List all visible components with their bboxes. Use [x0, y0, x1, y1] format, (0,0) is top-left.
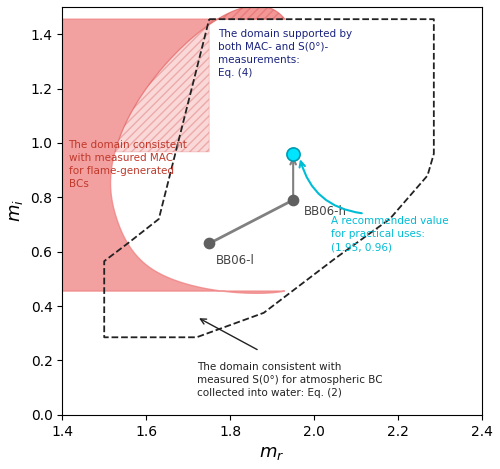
X-axis label: $m_r$: $m_r$: [260, 444, 285, 462]
Y-axis label: $m_i$: $m_i$: [7, 199, 25, 222]
Polygon shape: [115, 6, 285, 152]
Text: BB06-l: BB06-l: [216, 254, 254, 267]
Point: [289, 150, 297, 158]
Point: [205, 240, 213, 247]
Text: The domain consistent
with measured MAC
for flame-generated
BCs: The domain consistent with measured MAC …: [68, 140, 188, 189]
Point: [289, 196, 297, 204]
Text: The domain consistent with
measured S(0°) for atmospheric BC
collected into wate: The domain consistent with measured S(0°…: [196, 362, 382, 398]
Text: BB06-h: BB06-h: [304, 205, 346, 218]
Text: The domain supported by
both MAC- and S(0°)-
measurements:
Eq. (4): The domain supported by both MAC- and S(…: [218, 29, 352, 78]
Text: A recommended value
for practical uses:
(1.95, 0.96): A recommended value for practical uses: …: [331, 216, 448, 253]
Polygon shape: [62, 6, 285, 293]
